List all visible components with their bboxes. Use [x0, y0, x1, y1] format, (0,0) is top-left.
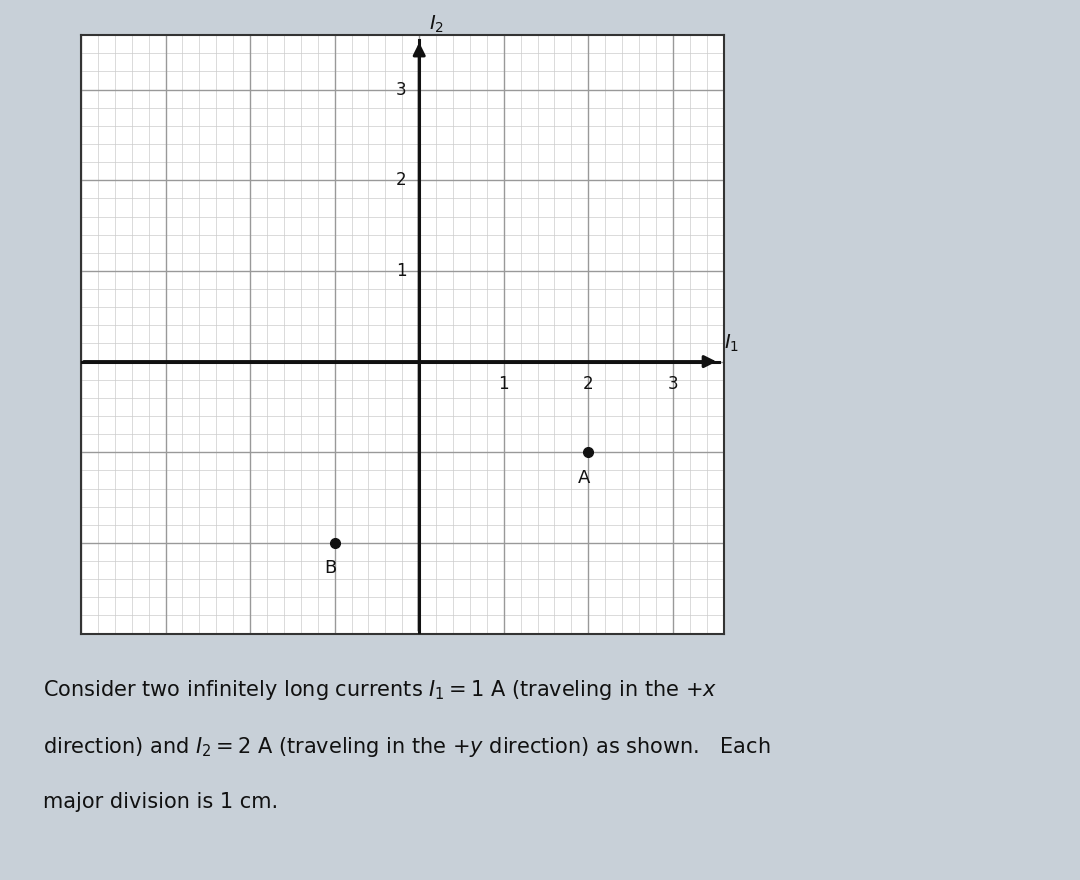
Text: Consider two infinitely long currents $I_1 = 1$ A (traveling in the $+x$: Consider two infinitely long currents $I… [43, 678, 717, 701]
Text: direction) and $I_2 = 2$ A (traveling in the $+y$ direction) as shown.   Each: direction) and $I_2 = 2$ A (traveling in… [43, 735, 770, 759]
Text: 3: 3 [396, 81, 406, 99]
Text: major division is 1 cm.: major division is 1 cm. [43, 792, 279, 812]
Text: A: A [578, 468, 591, 487]
Text: B: B [324, 560, 337, 577]
Text: 2: 2 [396, 172, 406, 189]
Text: 3: 3 [667, 375, 678, 393]
Text: 1: 1 [499, 375, 509, 393]
Text: 1: 1 [396, 262, 406, 280]
Text: $I_1$: $I_1$ [724, 333, 739, 355]
Text: 2: 2 [583, 375, 594, 393]
Text: $I_2$: $I_2$ [430, 14, 444, 35]
